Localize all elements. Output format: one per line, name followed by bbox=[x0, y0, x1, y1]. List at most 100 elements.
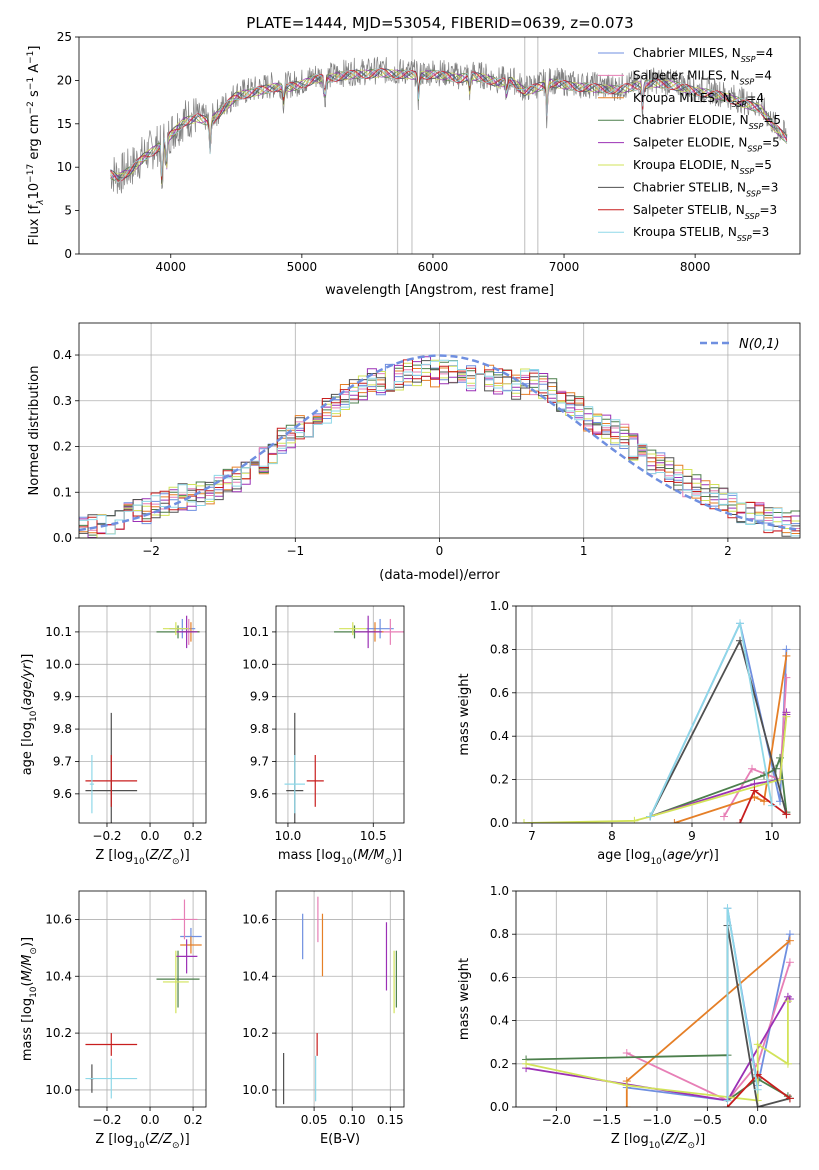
weight-marker bbox=[782, 810, 791, 819]
legend-entry: Chabrier ELODIE, NSSP=5 bbox=[633, 113, 781, 131]
weight-marker bbox=[646, 812, 655, 821]
x-tick-label: 0.15 bbox=[377, 1113, 404, 1127]
y-tick-label: 0.4 bbox=[490, 729, 509, 743]
y-tick-label: 10.2 bbox=[45, 1026, 72, 1040]
plot-area bbox=[85, 615, 200, 823]
model-spectrum bbox=[110, 68, 788, 182]
y-tick-label: 10.4 bbox=[45, 969, 72, 983]
x-tick-label: 7000 bbox=[549, 260, 580, 274]
x-tick-label: 10.0 bbox=[275, 829, 302, 843]
plot-area bbox=[85, 899, 202, 1099]
y-tick-label: 5 bbox=[64, 204, 72, 218]
x-tick-label: 4000 bbox=[155, 260, 186, 274]
y-tick-label: 0.1 bbox=[53, 485, 72, 499]
x-tick-label: 0.0 bbox=[748, 1113, 767, 1127]
grid bbox=[79, 891, 206, 1107]
weight-series-line bbox=[625, 940, 791, 1107]
weight-series-line bbox=[674, 655, 788, 823]
panel-spectrum: 4000 5000 6000 7000 8000 0 5 10 15 20 25 wavelength… bbox=[26, 30, 801, 298]
data-point bbox=[306, 754, 324, 807]
plot-area bbox=[283, 896, 397, 1105]
x-tick-label: −1 bbox=[286, 544, 304, 558]
normal-reference-curve bbox=[79, 354, 800, 532]
x-axis-label: wavelength [Angstrom, rest frame] bbox=[325, 283, 554, 298]
weight-marker bbox=[723, 904, 732, 913]
x-axis-label: mass [log10(M/M⊙)] bbox=[278, 848, 402, 867]
weight-marker bbox=[630, 816, 639, 823]
x-tick-label: 6000 bbox=[418, 260, 449, 274]
weight-marker bbox=[622, 1103, 631, 1107]
weight-marker bbox=[783, 997, 792, 1006]
y-tick-label: 9.8 bbox=[53, 722, 72, 736]
panel-age_vs_Z: −0.2 0.0 0.2 9.6 9.7 9.8 9.9 10.0 10.1 Z [log10(Z… bbox=[20, 605, 207, 867]
weight-marker bbox=[753, 1085, 762, 1094]
x-tick-label: 7 bbox=[528, 829, 536, 843]
plot-area bbox=[520, 619, 791, 823]
y-tick-label: 0.2 bbox=[490, 773, 509, 787]
data-point bbox=[89, 754, 95, 814]
x-axis-label: Z [log10(Z/Z⊙)] bbox=[95, 1132, 189, 1151]
data-point bbox=[171, 899, 198, 940]
x-axis-label: Z [log10(Z/Z⊙)] bbox=[95, 848, 189, 867]
axes-frame bbox=[515, 605, 801, 824]
x-tick-label: −1.0 bbox=[642, 1113, 671, 1127]
x-tick-label: 0.05 bbox=[301, 1113, 328, 1127]
y-tick-label: 0.8 bbox=[490, 642, 509, 656]
weight-marker bbox=[785, 1094, 794, 1103]
y-axis-label: Flux [fλ10−17 erg cm−2 s−1 A−1] bbox=[26, 46, 46, 246]
y-tick-label: 10.6 bbox=[242, 912, 269, 926]
x-tick-label: 10 bbox=[764, 829, 779, 843]
y-tick-label: 0.0 bbox=[53, 531, 72, 545]
data-point bbox=[284, 754, 306, 814]
weight-marker bbox=[753, 1103, 762, 1107]
x-axis-label: (data-model)/error bbox=[379, 568, 500, 583]
histogram-series bbox=[79, 356, 800, 538]
y-tick-label: 9.9 bbox=[250, 690, 269, 704]
axes-frame bbox=[275, 605, 405, 824]
legend-entry: Kroupa MILES, NSSP=4 bbox=[633, 91, 764, 109]
x-tick-label: 8 bbox=[608, 829, 616, 843]
panel-mass_vs_Z: −0.2 0.0 0.2 10.0 10.2 10.4 10.6 Z [log10(Z/Z⊙)… bbox=[20, 890, 207, 1151]
plot-area bbox=[284, 615, 404, 823]
axes-frame bbox=[78, 605, 207, 824]
x-tick-label: 10.5 bbox=[360, 829, 387, 843]
legend-entry: Kroupa ELODIE, NSSP=5 bbox=[633, 158, 772, 176]
panel-residuals: −2 −1 0 1 2 0.0 0.1 0.2 0.3 0.4 (data-model)/error… bbox=[27, 322, 801, 583]
x-tick-label: −2.0 bbox=[542, 1113, 571, 1127]
y-tick-label: 1.0 bbox=[490, 884, 509, 898]
weight-series-line bbox=[726, 908, 759, 1101]
weight-marker bbox=[723, 1096, 732, 1105]
weight-marker bbox=[622, 1081, 631, 1090]
axes-frame bbox=[78, 890, 207, 1108]
y-tick-label: 9.7 bbox=[250, 754, 269, 768]
x-tick-label: −0.5 bbox=[693, 1113, 722, 1127]
data-point bbox=[175, 939, 198, 974]
legend-entry: Kroupa STELIB, NSSP=3 bbox=[633, 225, 769, 243]
x-tick-label: 0 bbox=[436, 544, 444, 558]
weight-series-line bbox=[626, 908, 791, 1102]
axes-frame bbox=[78, 36, 801, 255]
x-tick-label: 0.0 bbox=[140, 1113, 159, 1127]
panel-weight_vs_age: 7 8 9 10 0.0 0.2 0.4 0.6 0.8 1.0 age [log10(age/yr… bbox=[457, 599, 801, 867]
axes-frame bbox=[78, 322, 801, 539]
panel-weight_vs_Z: −2.0 −1.5 −1.0 −0.5 0.0 0.0 0.2 0.4 0.6 0.8 1.0 Z [… bbox=[457, 884, 801, 1151]
weight-marker bbox=[782, 651, 791, 660]
x-tick-label: 0.10 bbox=[339, 1113, 366, 1127]
y-axis-label: mass [log10(M/M⊙)] bbox=[20, 937, 39, 1061]
x-tick-label: −2 bbox=[142, 544, 160, 558]
y-tick-label: 10.4 bbox=[242, 969, 269, 983]
y-tick-label: 10.0 bbox=[45, 657, 72, 671]
y-tick-label: 0.4 bbox=[490, 1014, 509, 1028]
weight-marker bbox=[782, 712, 791, 721]
data-point bbox=[180, 936, 202, 954]
weight-marker bbox=[622, 1049, 631, 1057]
weight-series-line bbox=[626, 962, 791, 1102]
weight-marker bbox=[768, 801, 776, 810]
x-axis-label: Z [log10(Z/Z⊙)] bbox=[611, 1132, 705, 1151]
grid bbox=[276, 891, 404, 1107]
y-tick-label: 10.0 bbox=[242, 1083, 269, 1097]
legend-entry: Salpeter MILES, NSSP=4 bbox=[633, 68, 772, 86]
y-tick-label: 0.8 bbox=[490, 927, 509, 941]
y-tick-label: 9.6 bbox=[53, 787, 72, 801]
